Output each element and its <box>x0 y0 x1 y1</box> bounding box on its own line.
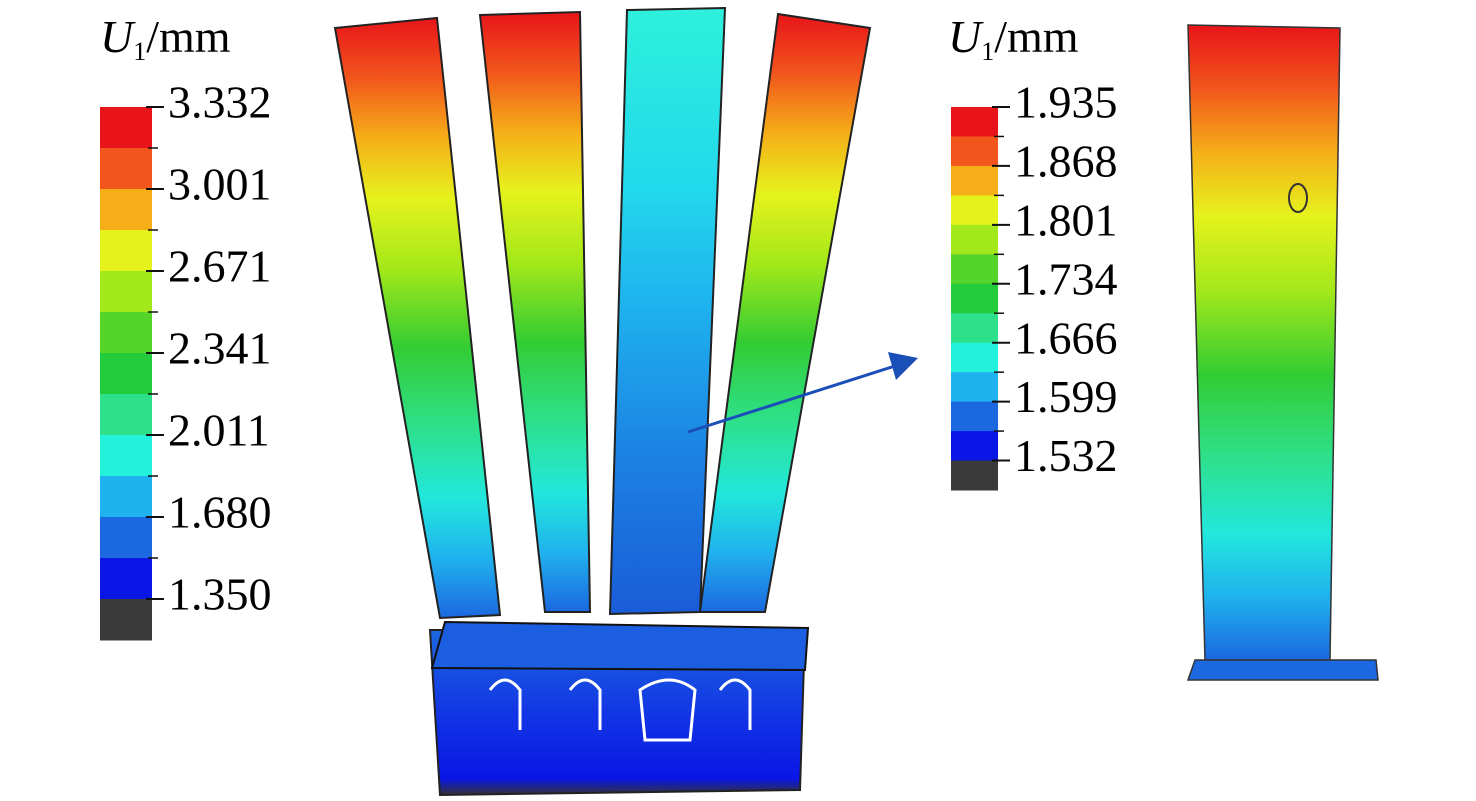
legend-band <box>100 189 152 231</box>
single-blade <box>1186 24 1379 681</box>
legend-band <box>100 148 152 190</box>
legend-label: 1.734 <box>1014 253 1118 304</box>
legend-label: 1.868 <box>1014 135 1118 186</box>
title-unit: /mm <box>146 11 231 62</box>
legend-label: 2.671 <box>168 241 272 292</box>
legend-band <box>951 283 998 314</box>
legend-band <box>951 165 998 196</box>
legend-band <box>951 342 998 373</box>
legend-band <box>100 558 152 600</box>
legend-band <box>100 517 152 559</box>
legend-label: 3.001 <box>168 159 272 210</box>
zoom-arrow <box>687 352 918 434</box>
legend-label: 1.532 <box>1014 430 1118 481</box>
title-symbol: U <box>948 11 984 62</box>
legend-title: U1/mm <box>100 11 231 66</box>
title-subscript: 1 <box>133 37 146 66</box>
legend-band <box>100 353 152 395</box>
legend-band <box>951 107 998 137</box>
legend-band <box>100 394 152 436</box>
legend-band <box>951 431 998 462</box>
title-unit: /mm <box>994 11 1079 62</box>
legend-title: U1/mm <box>948 11 1079 66</box>
legend-band <box>100 107 152 149</box>
legend-band <box>951 372 998 403</box>
legend-band <box>100 271 152 313</box>
legend-label: 1.666 <box>1014 312 1118 363</box>
legend-band <box>951 136 998 167</box>
legend-band <box>951 401 998 432</box>
legend-label: 2.341 <box>168 323 272 374</box>
legend-band <box>951 313 998 344</box>
legend-label: 1.350 <box>168 569 272 620</box>
legend-band <box>951 195 998 226</box>
title-subscript: 1 <box>981 37 994 66</box>
legend-band <box>100 230 152 272</box>
legend-label: 1.801 <box>1014 194 1118 245</box>
legend-band <box>100 312 152 354</box>
legend-label: 1.680 <box>168 487 272 538</box>
legend-band <box>100 599 152 641</box>
legend-label: 3.332 <box>168 77 272 128</box>
legend-band <box>100 476 152 518</box>
legend-label: 2.011 <box>168 405 270 456</box>
legend-label: 1.599 <box>1014 371 1118 422</box>
title-symbol: U <box>100 11 136 62</box>
legend-band <box>951 224 998 255</box>
blade-assembly <box>333 6 872 797</box>
legend-band <box>951 254 998 285</box>
color-legend: U1/mm 1.935 1.868 1.801 1.734 1.666 1.599 1.532 <box>948 11 1118 491</box>
legend-band <box>951 460 998 491</box>
legend-label: 1.935 <box>1014 77 1118 128</box>
legend-band <box>100 435 152 477</box>
color-legend: U1/mm 3.332 3.001 2.671 2.341 2.011 1.680 1.350 <box>100 11 272 641</box>
